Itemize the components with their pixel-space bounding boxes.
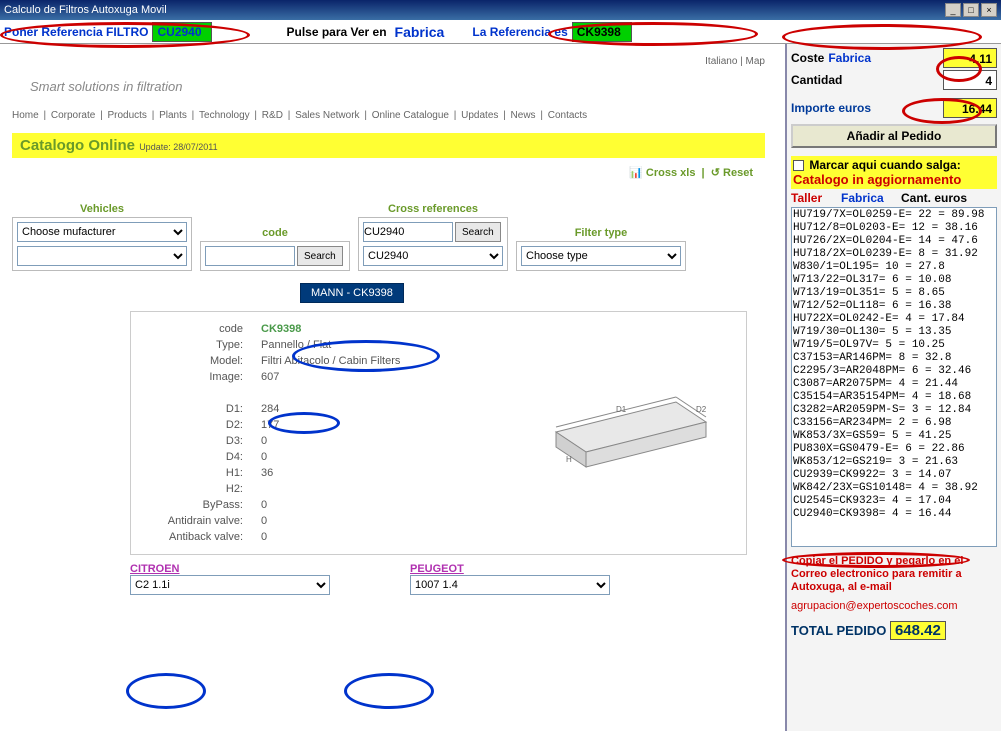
- nav-link[interactable]: Plants: [157, 110, 189, 121]
- slogan: Smart solutions in filtration: [0, 67, 777, 106]
- nav-link[interactable]: Products: [105, 110, 148, 121]
- vehicle-col-1: CITROEN C2 1.1i: [130, 563, 330, 595]
- filter-diagram: D1 D2 H: [526, 352, 726, 492]
- ref-label: Poner Referencia FILTRO: [0, 25, 152, 39]
- cantidad-label: Cantidad: [791, 73, 846, 87]
- model-select-2[interactable]: 1007 1.4: [410, 575, 610, 595]
- copy-instructions: Copiar el PEDIDO y pegarlo en el Correo …: [791, 555, 997, 594]
- nav-link[interactable]: Technology: [197, 110, 252, 121]
- reset-icon[interactable]: ↺: [711, 167, 720, 179]
- coste-label: Coste: [791, 51, 828, 65]
- minimize-button[interactable]: _: [945, 3, 961, 17]
- nav-link[interactable]: Sales Network: [293, 110, 361, 121]
- nav-link[interactable]: Online Catalogue: [370, 110, 451, 121]
- nav-link[interactable]: Home: [10, 110, 41, 121]
- model-select-1[interactable]: C2 1.1i: [130, 575, 330, 595]
- mark-checkbox[interactable]: [793, 160, 804, 171]
- total-label: TOTAL PEDIDO: [791, 623, 886, 638]
- vehicle-row: CITROEN C2 1.1i PEUGEOT 1007 1.4: [130, 563, 777, 595]
- nav-link[interactable]: R&D: [260, 110, 285, 121]
- maximize-button[interactable]: □: [963, 3, 979, 17]
- filter-detail-panel: codeCK9398 Type:Pannello / Flat Model:Fi…: [130, 311, 747, 555]
- search-toolbar: Vehicles Choose mufacturer code Search C…: [12, 203, 765, 271]
- cross-search-button[interactable]: Search: [455, 222, 501, 242]
- code-label: code: [200, 227, 350, 241]
- col-fabrica: Fabrica: [841, 191, 901, 205]
- window-title: Calculo de Filtros Autoxuga Movil: [4, 4, 945, 16]
- detail-table: codeCK9398 Type:Pannello / Flat Model:Fi…: [139, 320, 410, 546]
- total-value: 648.42: [890, 621, 946, 640]
- coste-value: 4.11: [943, 48, 997, 68]
- ref-input[interactable]: CU2940: [152, 22, 212, 42]
- detail-code: CK9398: [253, 322, 408, 336]
- reset-link[interactable]: Reset: [723, 167, 753, 179]
- order-panel: Coste Fabrica 4.11 Cantidad 4 Importe eu…: [785, 44, 1001, 731]
- vehicle-col-2: PEUGEOT 1007 1.4: [410, 563, 610, 595]
- model-select[interactable]: [17, 246, 187, 266]
- laref-value: CK9398: [572, 22, 632, 42]
- importe-label: Importe euros: [791, 101, 875, 115]
- cantidad-input[interactable]: 4: [943, 70, 997, 90]
- nav-link[interactable]: Updates: [459, 110, 500, 121]
- catalog-title: Catalogo Online: [20, 137, 135, 154]
- catalogo-warning: Catalogo in aggiornamento: [793, 172, 961, 187]
- pulse-seg[interactable]: Pulse para Ver en Fabrica: [282, 21, 448, 43]
- cross-input[interactable]: [363, 222, 453, 242]
- importe-value: 16.44: [943, 98, 997, 118]
- svg-text:D1: D1: [616, 405, 627, 414]
- catalog-update: Update: 28/07/2011: [139, 142, 217, 152]
- email-address[interactable]: agrupacion@expertoscoches.com: [791, 600, 997, 612]
- pulse-label: Pulse para Ver en: [282, 25, 390, 39]
- excel-icon[interactable]: 📊: [629, 167, 643, 179]
- laref-label: La Referencia es: [468, 25, 571, 39]
- cross-xls-link[interactable]: Cross xls: [646, 167, 696, 179]
- coste-fabrica: Fabrica: [828, 51, 871, 65]
- window-titlebar: Calculo de Filtros Autoxuga Movil _ □ ×: [0, 0, 1001, 20]
- fabrica-word: Fabrica: [391, 24, 449, 40]
- main-nav: Home | Corporate | Products | Plants | T…: [0, 106, 777, 133]
- nav-link[interactable]: News: [509, 110, 538, 121]
- vehicles-label: Vehicles: [12, 203, 192, 217]
- manufacturer-select[interactable]: Choose mufacturer: [17, 222, 187, 242]
- order-list[interactable]: HU719/7X=OL0259-E= 22 = 89.98 HU712/8=OL…: [791, 207, 997, 547]
- page-top-links[interactable]: Italiano | Map: [0, 52, 777, 67]
- catalog-header: Catalogo Online Update: 28/07/2011: [12, 133, 765, 158]
- filter-type-select[interactable]: Choose type: [521, 246, 681, 266]
- mark-bar: Marcar aqui cuando salga: Catalogo in ag…: [791, 156, 997, 189]
- mann-result-box[interactable]: MANN - CK9398: [300, 283, 404, 303]
- mark-label: Marcar aqui cuando salga:: [809, 158, 960, 172]
- nav-link[interactable]: Corporate: [49, 110, 97, 121]
- total-row: TOTAL PEDIDO 648.42: [791, 622, 997, 639]
- reference-bar: Poner Referencia FILTRO CU2940 Pulse par…: [0, 20, 1001, 44]
- ref-label-seg: Poner Referencia FILTRO CU2940: [0, 21, 212, 43]
- list-header: Taller Fabrica Cant. euros: [791, 189, 997, 207]
- window-controls: _ □ ×: [945, 3, 997, 17]
- cross-label: Cross references: [358, 203, 508, 217]
- code-search-button[interactable]: Search: [297, 246, 343, 266]
- code-input[interactable]: [205, 246, 295, 266]
- catalogue-pane: Italiano | Map Smart solutions in filtra…: [0, 44, 785, 731]
- cross-select[interactable]: CU2940: [363, 246, 503, 266]
- filter-label: Filter type: [516, 227, 686, 241]
- add-to-order-button[interactable]: Añadir al Pedido: [791, 124, 997, 148]
- col-taller: Taller: [791, 191, 841, 205]
- brand-1[interactable]: CITROEN: [130, 563, 330, 575]
- svg-text:H: H: [566, 455, 572, 464]
- svg-text:D2: D2: [696, 405, 707, 414]
- close-button[interactable]: ×: [981, 3, 997, 17]
- nav-link[interactable]: Contacts: [546, 110, 589, 121]
- brand-2[interactable]: PEUGEOT: [410, 563, 610, 575]
- col-cant: Cant. euros: [901, 191, 967, 205]
- laref-seg: La Referencia es CK9398: [468, 21, 631, 43]
- cross-tools: 📊 Cross xls | ↺ Reset: [0, 166, 753, 179]
